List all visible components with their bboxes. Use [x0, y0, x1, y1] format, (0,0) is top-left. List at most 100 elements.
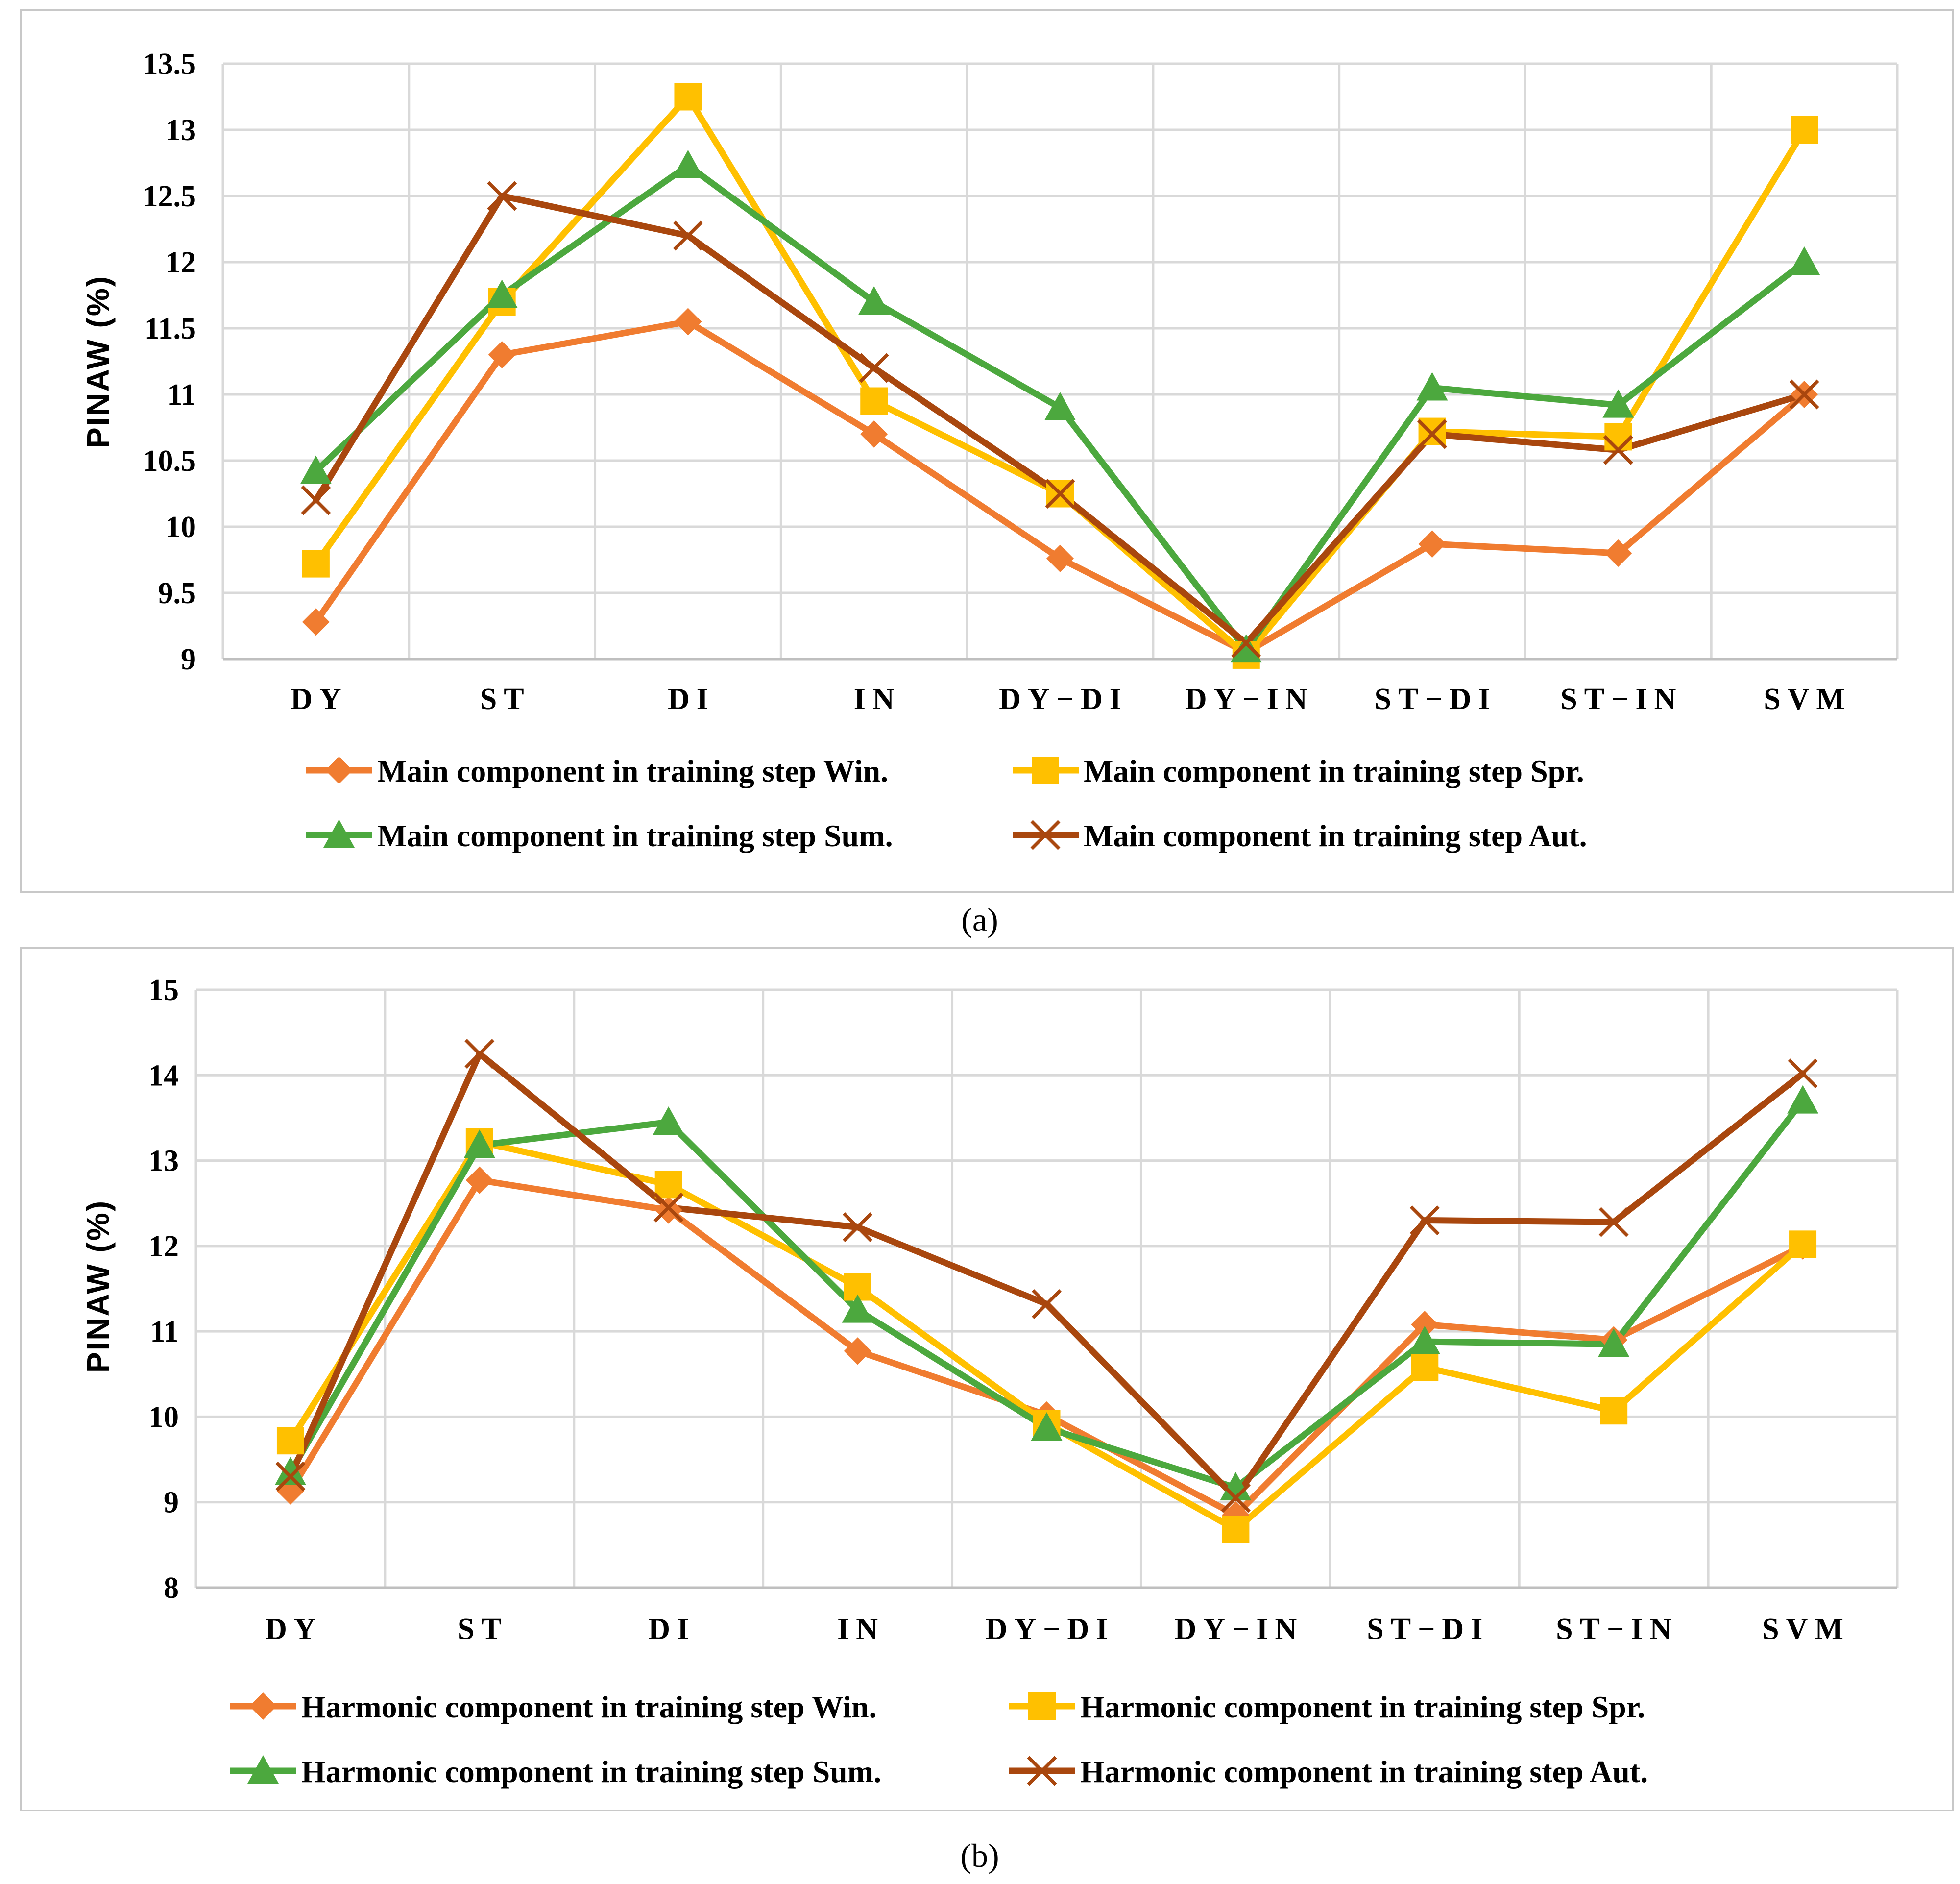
chart-b-series-2-point — [463, 1129, 495, 1158]
chart-b-xtick: ST−DI — [1367, 1613, 1489, 1646]
chart-b-series-1-point — [1600, 1397, 1628, 1425]
chart-a-axes: 9 9.5 10 10.5 11 11.5 12 12.5 13 13.5 DY ST DI IN DY−D… — [143, 48, 1897, 716]
chart-b-series-3-point — [275, 1461, 306, 1492]
chart-a-series-2-point — [1602, 389, 1634, 418]
chart-b-series-2-point — [274, 1456, 306, 1485]
legend-a-item-0: Main component in training step Win. — [306, 754, 888, 788]
chart-a-ytick: 11 — [167, 378, 196, 412]
legend-a-swatch-0 — [306, 757, 372, 784]
chart-b: 8 9 10 11 12 13 14 15 DY ST DI IN DY−DI DY−IN ST−DI ST−… — [20, 947, 1954, 1811]
chart-a-series-2-point — [858, 286, 890, 315]
legend-a-label-3: Main component in training step Aut. — [1084, 818, 1587, 853]
chart-a-series-0-point — [1604, 539, 1632, 567]
chart-b-series-2-point — [1787, 1085, 1819, 1114]
chart-a-series-2-point — [1789, 246, 1820, 275]
caption-b: (b) — [960, 1837, 999, 1874]
chart-a-series-2-point — [1416, 372, 1448, 401]
legend-b-marker-0 — [249, 1692, 277, 1720]
legend-a-swatch-2 — [306, 819, 372, 848]
chart-a: 9 9.5 10 10.5 11 11.5 12 12.5 13 13.5 DY ST DI IN DY−D… — [20, 9, 1954, 893]
chart-a-series-0-point — [1418, 530, 1446, 558]
chart-a-ytick: 12 — [166, 246, 196, 279]
chart-b-ytick: 10 — [148, 1400, 179, 1434]
chart-b-series-3-point — [1598, 1207, 1629, 1237]
chart-a-xtick: DY−DI — [999, 683, 1128, 716]
chart-a-series-1-point — [1418, 417, 1446, 445]
chart-a-xtick: DI — [668, 683, 715, 716]
chart-b-xtick: ST — [458, 1613, 508, 1646]
legend-a-swatch-3 — [1013, 820, 1079, 850]
chart-a-series-1-point — [1604, 423, 1632, 451]
chart-a-legend: Main component in training step Win. Mai… — [306, 754, 1587, 853]
chart-b-series-1-point — [1411, 1353, 1439, 1381]
legend-a-marker-2 — [323, 819, 355, 848]
chart-b-ylabel: PINAW (%) — [80, 1199, 116, 1373]
chart-a-series-2-point — [486, 279, 518, 308]
chart-a-series-1-point — [674, 83, 702, 111]
legend-a-label-0: Main component in training step Win. — [377, 754, 888, 788]
caption-a: (a) — [961, 901, 998, 938]
chart-a-series-3-point — [301, 485, 331, 515]
chart-a-series — [300, 83, 1820, 669]
chart-b-series-1-point — [276, 1427, 304, 1455]
chart-b-ytick: 11 — [150, 1315, 179, 1348]
legend-a-item-2: Main component in training step Sum. — [306, 818, 893, 853]
chart-a-ytick: 10 — [166, 511, 196, 544]
legend-b-marker-3 — [1027, 1756, 1057, 1786]
chart-b-series-0-point — [654, 1196, 682, 1224]
chart-a-xtick: ST — [480, 683, 531, 716]
chart-a-series-3-point — [859, 353, 889, 383]
chart-b-xtick: DY−DI — [986, 1613, 1115, 1646]
chart-b-series-2-point — [842, 1294, 873, 1323]
legend-b-label-2: Harmonic component in training step Sum. — [301, 1754, 881, 1789]
chart-a-series-3-point — [487, 181, 517, 211]
chart-a-series-0-point — [860, 420, 888, 448]
chart-a-series-0-point — [1046, 544, 1074, 572]
chart-b-series-2-point — [653, 1106, 684, 1135]
chart-b-series-2-point — [1598, 1328, 1630, 1357]
legend-b-marker-1 — [1028, 1692, 1056, 1720]
chart-a-ylabel: PINAW (%) — [80, 275, 116, 448]
chart-a-series-2-point — [300, 455, 332, 484]
chart-b-xtick: DI — [648, 1613, 696, 1646]
chart-b-series-1-point — [1222, 1516, 1250, 1543]
chart-a-series-3-point — [673, 220, 703, 251]
chart-b-series-3-point — [653, 1192, 684, 1223]
chart-a-xtick: ST−DI — [1375, 683, 1497, 716]
legend-b-item-3: Harmonic component in training step Aut. — [1009, 1754, 1648, 1789]
legend-a-item-3: Main component in training step Aut. — [1013, 818, 1587, 853]
chart-b-series-2-point — [1031, 1412, 1063, 1441]
legend-a-swatch-1 — [1013, 757, 1079, 784]
legend-b-swatch-2 — [230, 1755, 296, 1784]
legend-b-swatch-0 — [230, 1692, 296, 1720]
chart-a-ytick: 13 — [166, 114, 196, 147]
chart-b-series-3-point — [464, 1039, 495, 1069]
legend-a-marker-3 — [1030, 820, 1061, 850]
chart-b-ytick: 12 — [148, 1230, 179, 1263]
chart-a-frame — [20, 9, 1954, 893]
chart-b-series-2-point — [1409, 1326, 1441, 1355]
legend-a-marker-1 — [1032, 757, 1059, 784]
chart-a-series-2-point — [672, 149, 704, 178]
chart-a-ytick: 12.5 — [143, 180, 196, 213]
chart-b-ytick: 9 — [164, 1486, 179, 1519]
chart-a-series-3-point — [1231, 628, 1261, 659]
chart-a-series-3-point — [1045, 479, 1075, 509]
legend-b-label-0: Harmonic component in training step Win. — [301, 1689, 877, 1724]
legend-b-label-1: Harmonic component in training step Spr. — [1080, 1689, 1645, 1724]
chart-a-xtick: DY — [290, 683, 348, 716]
chart-a-series-1-point — [1791, 116, 1818, 144]
chart-a-series-3-point — [1789, 379, 1819, 410]
chart-a-series-3-point — [1417, 419, 1448, 449]
legend-b-item-1: Harmonic component in training step Spr. — [1009, 1689, 1645, 1724]
chart-b-series-1-point — [654, 1171, 682, 1199]
legend-a-marker-0 — [325, 757, 353, 784]
chart-b-series-3-point — [1409, 1205, 1440, 1236]
chart-b-legend: Harmonic component in training step Win.… — [230, 1689, 1648, 1789]
chart-b-series-0-point — [844, 1337, 871, 1365]
chart-a-xtick: ST−IN — [1560, 683, 1683, 716]
chart-b-series-0-point — [465, 1166, 493, 1194]
legend-b-swatch-3 — [1009, 1756, 1075, 1786]
chart-a-series-2-point — [1044, 392, 1076, 420]
